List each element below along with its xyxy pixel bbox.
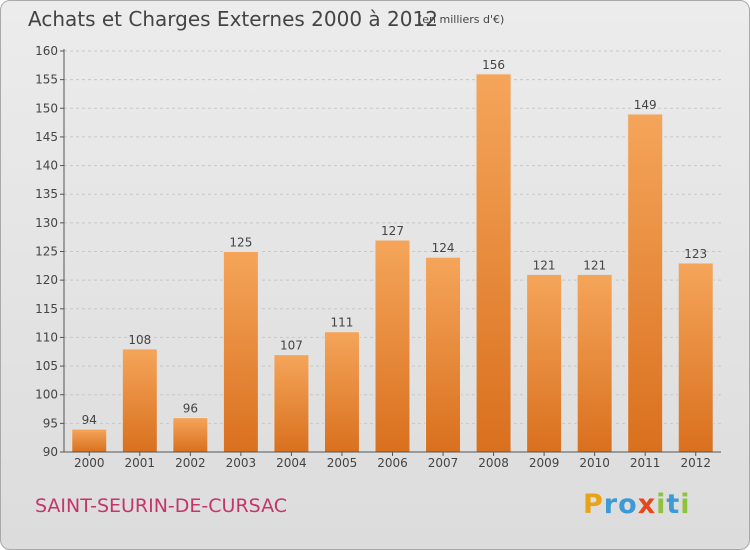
bar (425, 256, 462, 453)
axes (60, 49, 721, 456)
y-tick-label: 90 (43, 445, 58, 459)
y-tick-label: 135 (35, 187, 58, 201)
bar (526, 273, 563, 453)
x-tick-label: 2010 (579, 456, 610, 470)
y-tick-label: 145 (35, 130, 58, 144)
logo-letter: x (637, 489, 657, 520)
bar-value-label: 149 (634, 98, 657, 112)
bar-value-label: 111 (331, 316, 354, 330)
bar-value-label: 121 (533, 258, 556, 272)
bar-value-label: 107 (280, 339, 303, 353)
bar (374, 239, 411, 453)
y-tick-label: 110 (35, 330, 58, 344)
x-tick-label: 2004 (276, 456, 307, 470)
x-tick-label: 2002 (175, 456, 206, 470)
x-tick-label: 2008 (478, 456, 509, 470)
chart-subtitle: (en milliers d'€) (418, 13, 505, 26)
x-tick-label: 2001 (125, 456, 156, 470)
bar-value-label: 121 (583, 258, 606, 272)
y-tick-label: 140 (35, 159, 58, 173)
bar-value-label: 108 (128, 333, 151, 347)
x-tick-label: 2003 (226, 456, 257, 470)
x-tick-label: 2007 (428, 456, 459, 470)
chart-title: Achats et Charges Externes 2000 à 2012 (28, 7, 438, 31)
bar-value-label: 124 (432, 241, 455, 255)
x-tick-label: 2000 (74, 456, 105, 470)
bar (121, 348, 158, 453)
y-tick-label: 130 (35, 216, 58, 230)
x-tick-label: 2011 (630, 456, 661, 470)
bars (71, 73, 714, 453)
bar-value-label: 156 (482, 58, 505, 72)
logo-letter: r (603, 489, 619, 520)
proxiti-logo: Proxiti (583, 489, 691, 520)
bar (576, 273, 613, 453)
logo-letter: o (618, 489, 638, 520)
x-tick-label: 2005 (327, 456, 358, 470)
y-tick-label: 150 (35, 101, 58, 115)
bar (323, 331, 360, 453)
bar-value-label: 123 (684, 247, 707, 261)
bar-value-label: 125 (229, 236, 252, 250)
bar-value-label: 96 (183, 402, 198, 416)
y-tick-label: 120 (35, 273, 58, 287)
y-tick-label: 115 (35, 302, 58, 316)
bar (222, 251, 259, 453)
logo-letter: t (666, 489, 681, 520)
logo-letter: i (680, 489, 691, 520)
x-tick-label: 2012 (680, 456, 711, 470)
y-tick-label: 105 (35, 359, 58, 373)
bar (475, 73, 512, 453)
logo-letter: i (656, 489, 667, 520)
bar-value-label: 94 (82, 413, 97, 427)
y-tick-label: 160 (35, 44, 58, 58)
x-tick-label: 2006 (377, 456, 408, 470)
y-tick-label: 95 (43, 416, 58, 430)
commune-name: SAINT-SEURIN-DE-CURSAC (35, 495, 288, 517)
bar (273, 354, 310, 453)
y-tick-label: 155 (35, 73, 58, 87)
y-tick-label: 100 (35, 388, 58, 402)
bar (677, 262, 714, 453)
y-tick-label: 125 (35, 245, 58, 259)
bar (172, 417, 209, 453)
x-tick-label: 2009 (529, 456, 560, 470)
bar (71, 428, 108, 453)
logo-letter: P (583, 489, 604, 520)
bar-value-label: 127 (381, 224, 404, 238)
labels: 90 95 100 105 110 115 120 125 130 135 140 145 150 155… (35, 44, 711, 470)
bar (627, 113, 664, 453)
